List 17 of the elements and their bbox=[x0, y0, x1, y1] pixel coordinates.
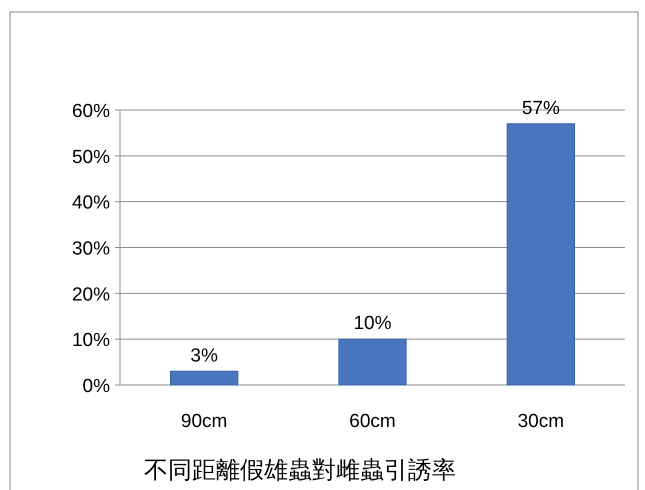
x-tick-label: 30cm bbox=[518, 411, 564, 432]
bar bbox=[170, 370, 238, 386]
y-tick-label: 0% bbox=[82, 376, 110, 397]
data-label: 57% bbox=[522, 98, 560, 119]
bar bbox=[338, 338, 407, 386]
y-tick-label: 60% bbox=[72, 101, 110, 122]
bar bbox=[506, 123, 575, 386]
x-tick-label: 90cm bbox=[180, 411, 228, 432]
y-tick-label: 50% bbox=[72, 146, 110, 168]
y-tick-label: 30% bbox=[72, 238, 110, 260]
y-tick-label: 10% bbox=[72, 330, 110, 352]
text: 不同距離假雄蟲對雌蟲引誘率 bbox=[144, 457, 456, 484]
data-label: 3% bbox=[190, 345, 218, 366]
data-label: 10% bbox=[353, 313, 392, 334]
x-tick-label: 60cm bbox=[349, 411, 396, 432]
y-tick-label: 20% bbox=[72, 284, 110, 306]
y-tick-label: 40% bbox=[72, 192, 110, 214]
